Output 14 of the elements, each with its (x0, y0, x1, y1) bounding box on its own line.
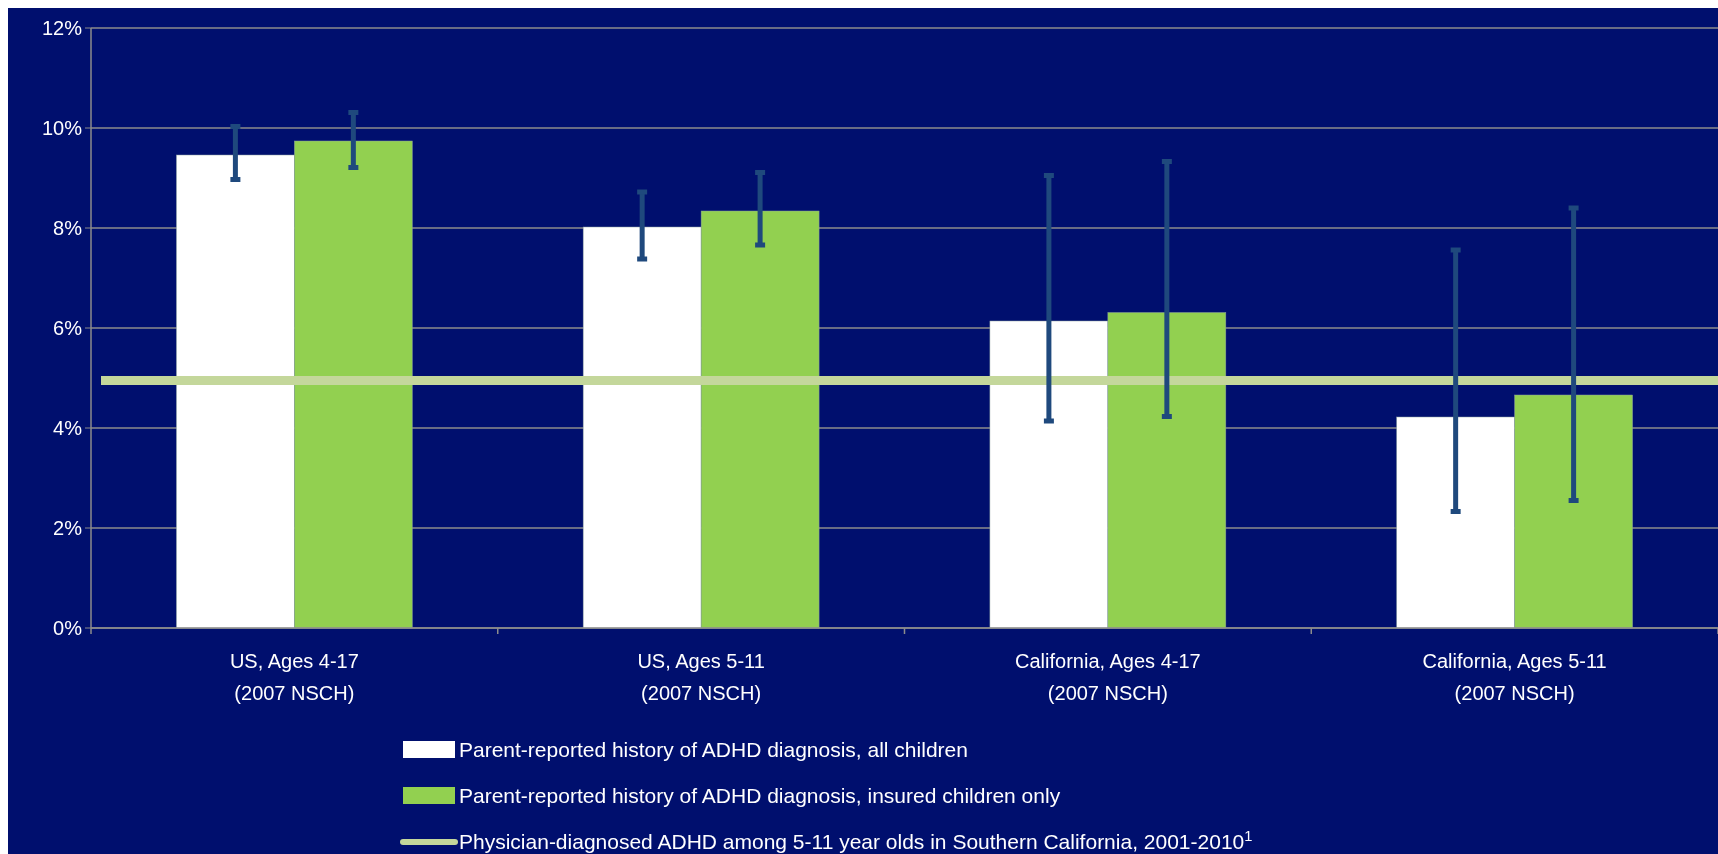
y-tick-label: 6% (53, 317, 83, 339)
y-tick-label: 4% (53, 417, 83, 439)
x-tick-label: US, Ages 4-17 (2007 NSCH) (229, 650, 359, 704)
y-tick-label: 12% (41, 17, 83, 39)
legend-label: Physician-diagnosed ADHD among 5-11 year olds in Southern California, 2001-2010$^{1}$ (459, 828, 1253, 854)
y-tick-label: 10% (41, 117, 83, 139)
y-tick-label: 0% (53, 617, 83, 639)
x-tick-label: California, Ages 5-11 (2007 NSCH) (1422, 650, 1607, 704)
legend-label: Parent-reported history of ADHD diagnosis, all children (459, 738, 968, 762)
legend-label: Parent-reported history of ADHD diagnosis, insured children only (459, 784, 1061, 808)
y-tick-label: 8% (53, 217, 83, 239)
x-tick-label: US, Ages 5-11 (2007 NSCH) (637, 650, 765, 704)
x-tick-label: California, Ages 4-17 (2007 NSCH) (1015, 650, 1201, 704)
y-tick-label: 2% (53, 517, 83, 539)
